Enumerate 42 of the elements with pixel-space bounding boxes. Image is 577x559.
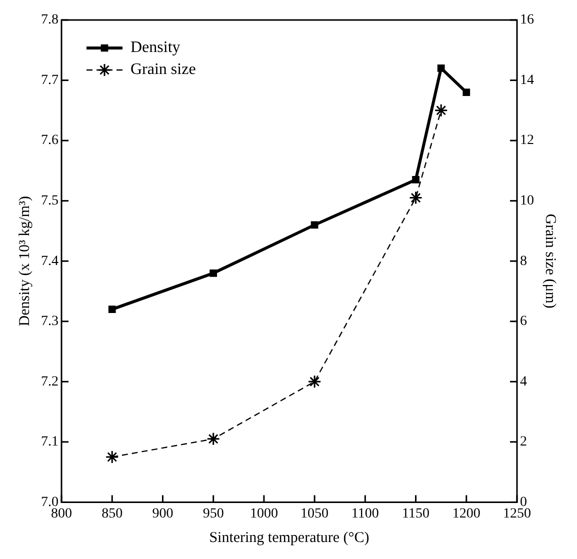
legend-label: Density [130, 39, 180, 56]
y2-tick-label: 4 [520, 374, 527, 390]
y-tick-label: 7.4 [41, 254, 58, 269]
y2-tick-label: 14 [520, 72, 534, 88]
y-tick-label: 7.8 [41, 12, 58, 28]
x-tick-label: 800 [51, 506, 72, 522]
y2-axis-title: Grain size (μm) [542, 214, 558, 308]
x-tick-label: 1200 [452, 506, 480, 522]
x-tick-label: 1050 [300, 506, 329, 522]
y-axis-title: Density (x 10³ kg/m³) [16, 196, 33, 326]
point [105, 450, 119, 464]
x-tick-label: 1000 [250, 506, 278, 522]
point [210, 269, 218, 277]
x-axis-title: Sintering temperature (°C) [209, 530, 370, 546]
y-tick-label: 7.5 [41, 193, 58, 208]
y2-tick-label: 8 [520, 254, 527, 269]
x-tick-label: 850 [102, 506, 123, 522]
x-tick-label: 900 [152, 506, 174, 522]
point [308, 374, 322, 388]
x-tick-label: 1150 [402, 506, 430, 522]
y2-tick-label: 16 [520, 12, 534, 28]
legend-label: Grain size [130, 61, 196, 78]
y-tick-label: 7.7 [41, 72, 58, 88]
y2-tick-label: 12 [520, 133, 534, 148]
y2-tick-label: 6 [520, 314, 527, 330]
point [409, 191, 423, 205]
point [412, 176, 420, 184]
x-tick-label: 1100 [351, 506, 379, 522]
point [108, 306, 116, 313]
y2-tick-label: 10 [520, 193, 534, 208]
x-tick-label: 1250 [503, 506, 531, 522]
y2-tick-label: 2 [520, 434, 527, 450]
point [434, 104, 448, 118]
x-tick-label: 950 [202, 506, 224, 522]
y-tick-label: 7.1 [41, 434, 58, 450]
point [437, 64, 445, 72]
point [310, 221, 318, 229]
y-tick-label: 7.6 [41, 133, 58, 148]
point [462, 88, 470, 96]
y-tick-label: 7.3 [41, 314, 58, 330]
y-tick-label: 7.2 [41, 374, 58, 390]
point [206, 432, 220, 446]
